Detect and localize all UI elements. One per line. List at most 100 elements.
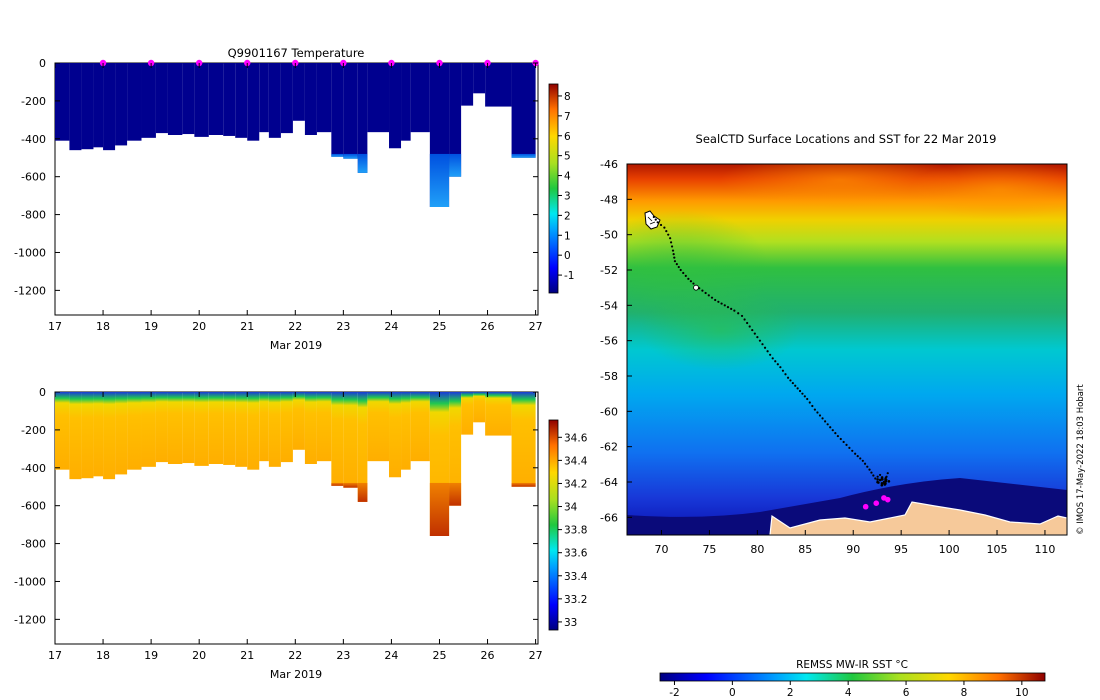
- sst-colorbar-label: REMSS MW-IR SST °C: [796, 659, 908, 671]
- track-dot: [677, 265, 680, 269]
- colorbar-tick-label: 6: [564, 131, 571, 143]
- map-y-tick-label: -64: [600, 476, 618, 489]
- y-tick-label: 0: [39, 57, 46, 70]
- map-y-tick-label: -48: [600, 193, 618, 206]
- salinity-profile: [194, 392, 209, 466]
- temperature-profile: [331, 63, 344, 157]
- track-dot: [654, 218, 657, 221]
- temperature-profile: [155, 63, 168, 134]
- salinity-profile: [449, 392, 462, 506]
- temperature-profile: [357, 63, 368, 173]
- track-dot: [761, 343, 764, 346]
- temperature-profile: [473, 63, 486, 94]
- sst-colorbar-tick-label: 6: [903, 687, 910, 699]
- track-dot: [766, 350, 769, 353]
- salinity-profile: [127, 392, 142, 470]
- temperature-profile: [93, 63, 104, 148]
- salinity-profile: [167, 392, 183, 464]
- colorbar-tick-label: 3: [564, 190, 571, 202]
- map-x-tick-label: 95: [894, 543, 908, 556]
- salinity-profile: [473, 392, 486, 423]
- profile-location-point: [862, 503, 869, 510]
- track-cluster-dot: [883, 483, 887, 486]
- map-y-tick-label: -56: [600, 335, 618, 348]
- y-tick-label: -600: [21, 171, 46, 184]
- track-dot: [710, 296, 714, 299]
- colorbar-tick-label: 34: [564, 502, 578, 514]
- map-y-tick-label: -46: [600, 158, 618, 171]
- x-tick-label: 19: [144, 320, 158, 333]
- temperature-profile: [304, 63, 317, 135]
- temperature-deep-layer: [429, 153, 450, 207]
- temperature-profile: [103, 63, 116, 151]
- track-dot: [740, 314, 744, 318]
- map-x-tick-label: 75: [702, 543, 716, 556]
- salinity-profile: [55, 392, 70, 470]
- salinity-profile: [103, 392, 116, 480]
- track-dot: [876, 475, 879, 478]
- y-tick-label: -400: [21, 133, 46, 146]
- x-tick-label: 17: [48, 320, 62, 333]
- track-dot: [836, 434, 839, 438]
- sst-colorbar-tick-label: 2: [787, 687, 794, 699]
- track-dot: [863, 462, 867, 465]
- x-tick-label: 27: [529, 649, 543, 662]
- temperature-profile: [485, 63, 512, 107]
- map-y-tick-label: -60: [600, 405, 618, 418]
- temperature-profile: [194, 63, 209, 137]
- antarctica-land: [769, 501, 1067, 535]
- track-dot: [737, 312, 740, 315]
- track-cluster-dot: [887, 480, 891, 483]
- colorbar-tick-label: 2: [564, 210, 571, 222]
- temperature-profile: [208, 63, 224, 135]
- track-dot: [730, 307, 733, 310]
- salinity-profile: [182, 392, 195, 464]
- salinity-x-label: Mar 2019: [270, 668, 322, 681]
- track-dot: [885, 475, 888, 478]
- track-dot: [791, 381, 794, 385]
- temperature-profile: [449, 63, 462, 177]
- x-tick-label: 20: [192, 320, 206, 333]
- track-cluster-dot: [880, 483, 884, 487]
- salinity-deep-layer: [343, 482, 358, 488]
- track-dot: [771, 357, 774, 360]
- salinity-profile: [389, 392, 402, 478]
- track-dot: [669, 241, 673, 244]
- track-dot: [851, 449, 854, 452]
- kerguelen-islands: [644, 210, 661, 230]
- track-cluster-dot: [880, 481, 884, 485]
- temperature-profile: [367, 63, 390, 133]
- salinity-profile: [81, 392, 94, 479]
- map-x-tick-label: 90: [846, 543, 860, 556]
- track-dot: [758, 339, 762, 342]
- track-dot: [818, 414, 822, 417]
- x-tick-label: 24: [384, 320, 398, 333]
- salinity-profile: [259, 392, 269, 462]
- salinity-profile: [485, 392, 512, 436]
- salinity-profile: [292, 392, 305, 450]
- x-tick-label: 22: [288, 320, 302, 333]
- temperature-deep-layer: [331, 153, 344, 157]
- colorbar-tick-label: 33: [564, 617, 577, 629]
- track-dot: [845, 443, 848, 446]
- temperature-profile: [343, 63, 358, 159]
- temperature-profile: [401, 63, 411, 141]
- y-tick-label: -800: [21, 209, 46, 222]
- track-dot: [776, 363, 779, 366]
- y-tick-label: -200: [21, 95, 46, 108]
- salinity-profile: [511, 392, 536, 487]
- track-dot: [669, 237, 672, 240]
- salinity-profile: [208, 392, 224, 464]
- sst-colorbar-tick-label: -2: [669, 687, 679, 699]
- x-tick-label: 21: [240, 320, 254, 333]
- temperature-profile: [292, 63, 305, 121]
- temperature-deep-layer: [511, 153, 536, 158]
- temperature-profile: [55, 63, 70, 141]
- sst-colorbar-tick-label: 8: [961, 687, 968, 699]
- temperature-profile: [268, 63, 281, 138]
- x-tick-label: 19: [144, 649, 158, 662]
- track-dot: [714, 298, 717, 302]
- salinity-deep-layer: [429, 482, 450, 536]
- track-dot: [789, 379, 792, 382]
